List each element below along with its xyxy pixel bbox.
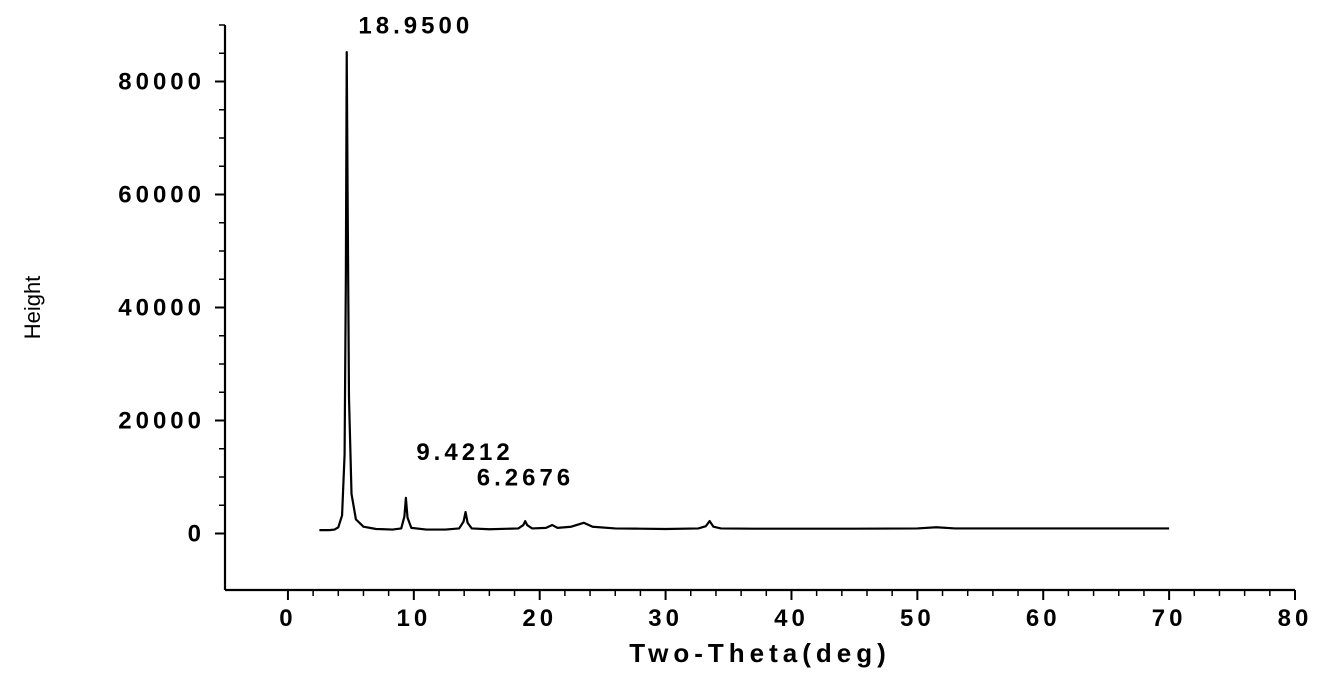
- xrd-chart: 0 10 20 30 40 50 60 70 80 0 20000 40000 60000 80000 18…: [0, 0, 1328, 696]
- x-tick-label: 60: [1026, 605, 1061, 632]
- chart-svg: 0 10 20 30 40 50 60 70 80 0 20000 40000 60000 80000 18…: [0, 0, 1328, 696]
- y-axis-label: Height: [20, 276, 45, 340]
- x-tick-label: 20: [522, 605, 557, 632]
- x-tick-label: 50: [900, 605, 935, 632]
- x-tick-label: 80: [1278, 605, 1313, 632]
- x-tick-label: 70: [1152, 605, 1187, 632]
- x-tick-label: 30: [648, 605, 683, 632]
- y-tick-label: 40000: [118, 295, 205, 322]
- peak-label: 6.2676: [477, 464, 574, 491]
- y-tick-label: 60000: [118, 182, 205, 209]
- peak-label: 9.4212: [416, 439, 513, 466]
- x-tick-label: 0: [279, 605, 296, 632]
- peak-label: 18.9500: [358, 12, 473, 39]
- y-tick-label: 20000: [118, 408, 205, 435]
- x-tick-label: 40: [774, 605, 809, 632]
- x-tick-label: 10: [396, 605, 431, 632]
- y-tick-label: 0: [188, 521, 205, 548]
- y-tick-label: 80000: [118, 69, 205, 96]
- x-axis-label: Two-Theta(deg): [629, 638, 891, 668]
